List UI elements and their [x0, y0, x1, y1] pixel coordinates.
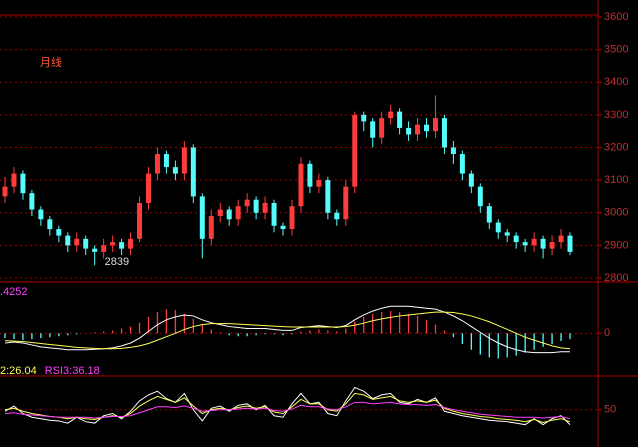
candle-body	[2, 186, 8, 197]
candle-body	[388, 111, 394, 119]
candle-body	[190, 147, 196, 197]
indicator-label: .4252	[0, 286, 28, 298]
candle-body	[262, 202, 268, 213]
candle-body	[154, 154, 160, 174]
candle-body	[325, 180, 331, 213]
candle-body	[244, 199, 250, 207]
candle-body	[504, 232, 510, 236]
candle-body	[289, 206, 295, 230]
candle-body	[307, 163, 313, 187]
candle-body	[119, 242, 125, 249]
candle-body	[549, 242, 555, 249]
candle-body	[11, 173, 17, 187]
candle-body	[361, 114, 367, 122]
candle-body	[20, 173, 26, 194]
candle-body	[181, 147, 187, 174]
y-tick-label: 50	[604, 404, 616, 416]
candle-body	[495, 222, 501, 233]
candle-body	[441, 118, 447, 148]
candle-body	[280, 225, 286, 230]
candle-body	[172, 167, 178, 174]
y-tick-label: 3500	[604, 44, 628, 56]
candle-body	[540, 238, 546, 249]
y-tick-label: 2800	[604, 272, 628, 284]
candle-body	[128, 238, 134, 249]
indicator-label: 2:26.04	[0, 365, 37, 377]
candle-body	[226, 209, 232, 220]
candle-body	[56, 229, 62, 236]
y-tick-label: 3000	[604, 207, 628, 219]
candle-body	[145, 173, 151, 203]
candle-body	[316, 180, 322, 187]
candle-body	[65, 235, 71, 246]
candle-body	[163, 154, 169, 168]
candle-body	[450, 147, 456, 155]
candle-body	[567, 235, 573, 252]
candle-body	[343, 186, 349, 220]
candle-body	[298, 163, 304, 207]
candle-body	[558, 235, 564, 243]
y-tick-label: 3100	[604, 174, 628, 186]
candle-body	[352, 114, 358, 187]
candle-body	[29, 193, 35, 210]
candle-body	[459, 154, 465, 174]
candle-body	[531, 238, 537, 246]
candle-body	[432, 118, 438, 132]
annotation: 2839	[105, 256, 129, 268]
candle-body	[415, 124, 421, 135]
y-tick-label: 3300	[604, 109, 628, 121]
y-tick-label: 3200	[604, 141, 628, 153]
candle-body	[101, 245, 107, 252]
candle-body	[253, 199, 259, 213]
y-tick-label: 3600	[604, 11, 628, 23]
candle-body	[406, 127, 412, 135]
candle-body	[47, 219, 53, 230]
chart-title: 月线	[40, 55, 62, 69]
candle-body	[271, 202, 277, 226]
indicator-label: RSI3:36.18	[45, 365, 100, 377]
candle-body	[522, 242, 528, 246]
candle-body	[92, 248, 98, 252]
candle-body	[74, 238, 80, 246]
indicator-line	[4, 311, 571, 350]
candle-body	[379, 118, 385, 138]
candle-body	[486, 206, 492, 223]
y-tick-label: 0	[604, 327, 610, 339]
candle-body	[217, 209, 223, 217]
candle-body	[208, 216, 214, 239]
candle-body	[513, 235, 519, 243]
candle-body	[424, 124, 430, 132]
candle-body	[235, 206, 241, 220]
candle-body	[397, 111, 403, 128]
y-tick-label: 3400	[604, 76, 628, 88]
indicator-line	[4, 401, 571, 420]
candle-body	[334, 212, 340, 220]
candle-body	[199, 196, 205, 239]
candle-body	[477, 186, 483, 207]
candle-body	[83, 238, 89, 249]
candle-body	[468, 173, 474, 187]
candle-body	[370, 121, 376, 138]
candle-body	[38, 209, 44, 220]
y-tick-label: 2900	[604, 239, 628, 251]
candle-body	[110, 242, 116, 246]
candle-body	[137, 202, 143, 239]
